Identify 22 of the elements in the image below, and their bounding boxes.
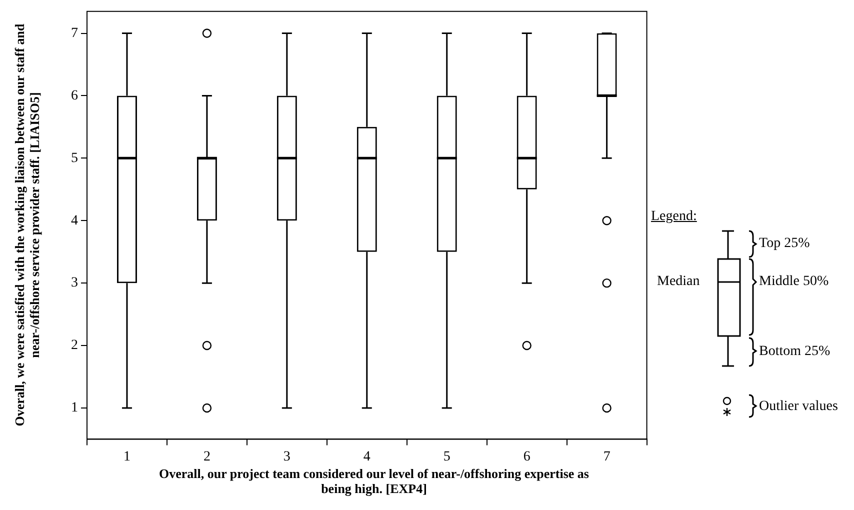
text: Median (657, 274, 700, 290)
x-tick-label: 6 (523, 449, 530, 464)
y-tick-label: 1 (71, 400, 78, 416)
y-tick-label: 6 (71, 88, 78, 104)
text: Legend: (651, 209, 697, 225)
y-tick-label: 7 (71, 26, 78, 41)
x-tick-label: 2 (203, 449, 210, 464)
x-axis-title: Overall, our project team considered our level of near-/offshoring expertise as being high. [EXP4] (158, 466, 590, 496)
y-axis-title: Overall, we were satisfied with the working liaison between our staff and near-/offshore service provider staff. [LIAISO5] (11, 22, 43, 428)
text: Middle 50% (759, 274, 829, 290)
text: Top 25% (759, 236, 810, 252)
y-tick-label: 4 (71, 213, 78, 228)
text: Bottom 25% (759, 344, 830, 360)
y-tick-label: 5 (71, 150, 78, 166)
x-tick-label: 7 (603, 449, 610, 464)
x-tick-label: 3 (283, 449, 290, 464)
x-tick-label: 1 (123, 449, 130, 464)
x-tick-label: 5 (443, 449, 450, 464)
x-tick-label: 4 (363, 449, 370, 464)
y-tick-label: 2 (71, 338, 78, 354)
text: Outlier values (759, 399, 838, 415)
y-tick-label: 3 (71, 276, 78, 291)
